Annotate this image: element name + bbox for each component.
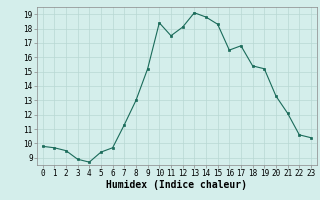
X-axis label: Humidex (Indice chaleur): Humidex (Indice chaleur) (106, 180, 247, 190)
